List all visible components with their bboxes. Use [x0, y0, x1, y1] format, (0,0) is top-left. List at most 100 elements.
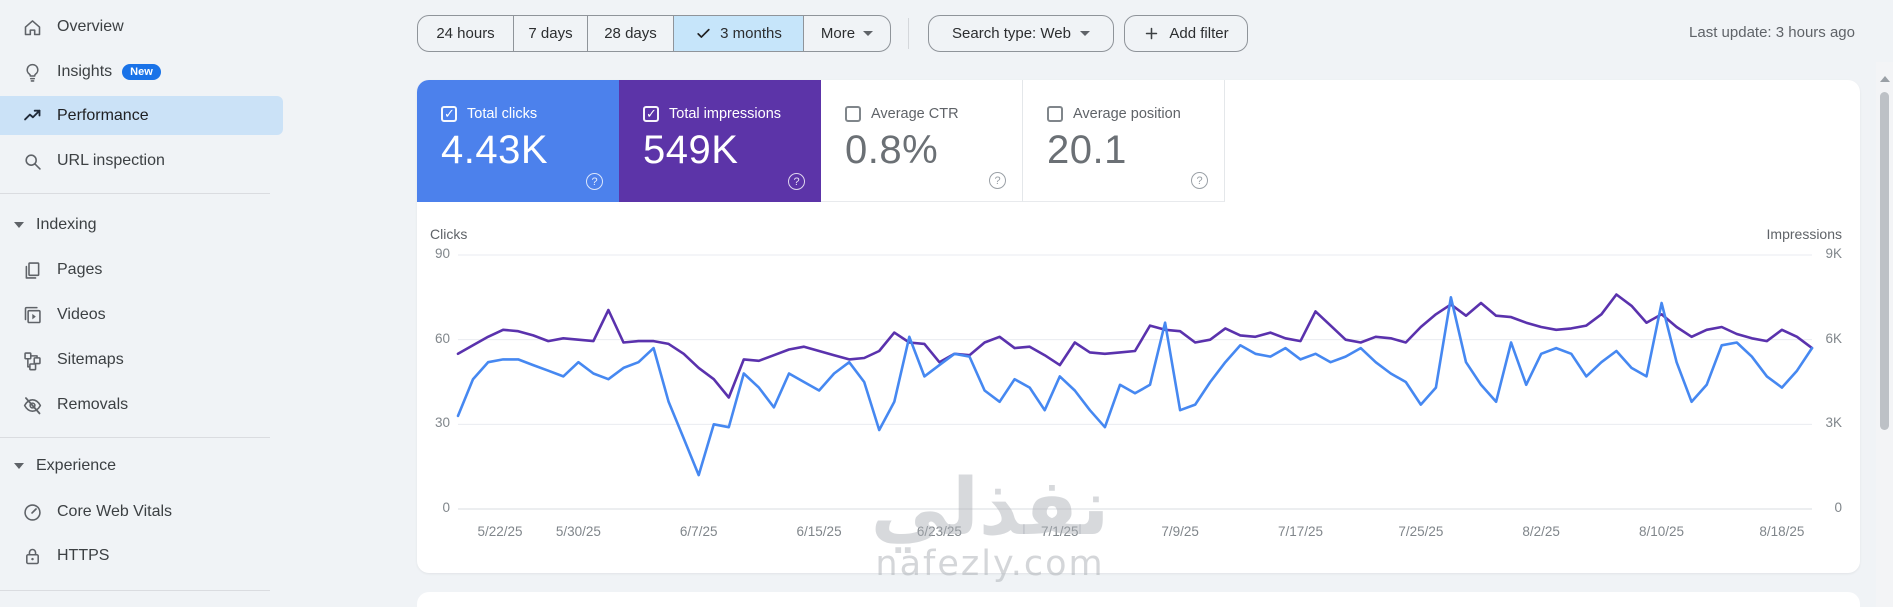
metric-value: 549K: [643, 128, 739, 172]
checkbox[interactable]: [845, 106, 861, 122]
sidebar-item-label: Performance: [57, 106, 149, 124]
scrollbar-up-arrow[interactable]: [1880, 76, 1890, 82]
series-line: [456, 293, 1814, 399]
x-tick-label: 5/30/25: [555, 524, 601, 539]
y-tick-left: 30: [434, 415, 450, 431]
x-tick-label: 6/15/25: [796, 524, 842, 539]
metric-value: 4.43K: [441, 128, 549, 172]
sidebar-item-label: Videos: [57, 306, 106, 323]
sidebar-item-label: Pages: [57, 261, 103, 278]
y-tick-left: 60: [434, 330, 450, 346]
metric-label: Total impressions: [669, 106, 782, 122]
plus-icon: [1146, 27, 1158, 40]
sidebar-item-url-inspection[interactable]: URL inspection: [0, 141, 283, 181]
sidebar: Overview Insights New Performance URL in…: [0, 0, 283, 607]
performance-icon: [20, 104, 44, 128]
sidebar-item-label: Overview: [57, 18, 124, 35]
metric-card-total-impressions[interactable]: Total impressions 549K ?: [619, 80, 821, 202]
metric-label: Total clicks: [467, 106, 538, 122]
range-7-days[interactable]: 7 days: [514, 16, 588, 51]
section-label: Experience: [36, 457, 117, 474]
date-range-selector: 24 hours 7 days 28 days 3 months More: [417, 15, 891, 52]
pages-icon: [20, 258, 44, 282]
chevron-down-icon: [1079, 31, 1090, 36]
sidebar-item-https[interactable]: HTTPS: [0, 536, 283, 576]
home-icon: [20, 15, 44, 39]
y-tick-right: 6K: [1825, 330, 1842, 346]
add-filter-button[interactable]: Add filter: [1124, 15, 1248, 52]
help-icon[interactable]: ?: [989, 172, 1006, 189]
sidebar-section-indexing[interactable]: Indexing: [0, 205, 283, 245]
range-label: 24 hours: [436, 25, 495, 42]
check-icon: [697, 28, 710, 38]
next-panel-edge: [417, 592, 1860, 607]
right-axis-title: Impressions: [1766, 226, 1842, 242]
section-label: Indexing: [36, 216, 97, 233]
search-type-button[interactable]: Search type: Web: [928, 15, 1114, 52]
new-badge: New: [122, 64, 161, 80]
y-tick-right: 9K: [1825, 246, 1842, 261]
eye-off-icon: [20, 393, 44, 417]
y-tick-left: 90: [434, 246, 450, 261]
sidebar-divider: [0, 193, 270, 194]
checkbox[interactable]: [441, 106, 457, 122]
video-icon: [20, 303, 44, 327]
sitemap-icon: [20, 348, 44, 372]
sidebar-item-label: Core Web Vitals: [57, 503, 173, 520]
last-update-text: Last update: 3 hours ago: [1689, 24, 1855, 41]
gauge-icon: [20, 500, 44, 524]
sidebar-item-videos[interactable]: Videos: [0, 295, 283, 335]
scrollbar-thumb[interactable]: [1880, 92, 1889, 430]
more-label: More: [820, 25, 856, 42]
sidebar-divider: [0, 437, 270, 438]
sidebar-item-sitemaps[interactable]: Sitemaps: [0, 340, 283, 380]
metric-card-average-position[interactable]: Average position 20.1 ?: [1023, 80, 1225, 202]
x-tick-label: 6/23/25: [916, 524, 962, 539]
x-tick-label: 7/25/25: [1398, 524, 1444, 539]
range-28-days[interactable]: 28 days: [588, 16, 674, 51]
help-icon[interactable]: ?: [586, 173, 603, 190]
search-type-label: Search type: Web: [952, 25, 1071, 42]
metric-label: Average position: [1073, 106, 1181, 122]
sidebar-item-performance[interactable]: Performance: [0, 96, 283, 135]
metric-value: 20.1: [1047, 128, 1127, 172]
metric-label: Average CTR: [871, 106, 959, 122]
range-24-hours[interactable]: 24 hours: [418, 16, 514, 51]
x-tick-label: 8/2/25: [1522, 524, 1560, 539]
sidebar-item-label: URL inspection: [57, 152, 165, 169]
lock-icon: [20, 544, 44, 568]
sidebar-item-label: Sitemaps: [57, 351, 124, 368]
sidebar-section-experience[interactable]: Experience: [0, 446, 283, 486]
range-label: 3 months: [720, 25, 782, 42]
x-tick-label: 7/9/25: [1161, 524, 1199, 539]
x-tick-label: 6/7/25: [679, 524, 718, 539]
help-icon[interactable]: ?: [1191, 172, 1208, 189]
sidebar-item-label: Insights: [57, 63, 113, 80]
x-tick-label: 8/10/25: [1639, 524, 1685, 539]
metric-card-average-ctr[interactable]: Average CTR 0.8% ?: [821, 80, 1023, 202]
sidebar-item-overview[interactable]: Overview: [0, 7, 283, 47]
metric-card-total-clicks[interactable]: Total clicks 4.43K ?: [417, 80, 619, 202]
performance-line-chart[interactable]: [456, 245, 1814, 520]
chevron-down-icon: [863, 31, 874, 36]
sidebar-item-core-web-vitals[interactable]: Core Web Vitals: [0, 492, 283, 532]
range-more-button[interactable]: More: [804, 16, 890, 51]
sidebar-item-insights[interactable]: Insights New: [0, 52, 283, 92]
range-3-months[interactable]: 3 months: [674, 16, 804, 51]
sidebar-item-removals[interactable]: Removals: [0, 385, 283, 425]
sidebar-item-label: Removals: [57, 396, 129, 413]
x-tick-label: 8/18/25: [1759, 524, 1805, 539]
search-icon: [20, 149, 44, 173]
x-tick-label: 7/17/25: [1277, 524, 1323, 539]
help-icon[interactable]: ?: [788, 173, 805, 190]
sidebar-item-pages[interactable]: Pages: [0, 250, 283, 290]
y-tick-left: 0: [442, 500, 450, 515]
range-label: 28 days: [604, 25, 657, 42]
y-tick-right: 3K: [1825, 415, 1842, 431]
checkbox[interactable]: [1047, 106, 1063, 122]
sidebar-item-label: HTTPS: [57, 547, 110, 564]
checkbox[interactable]: [643, 106, 659, 122]
sidebar-divider: [0, 590, 270, 591]
chevron-down-icon: [14, 463, 24, 469]
chevron-down-icon: [14, 222, 24, 228]
